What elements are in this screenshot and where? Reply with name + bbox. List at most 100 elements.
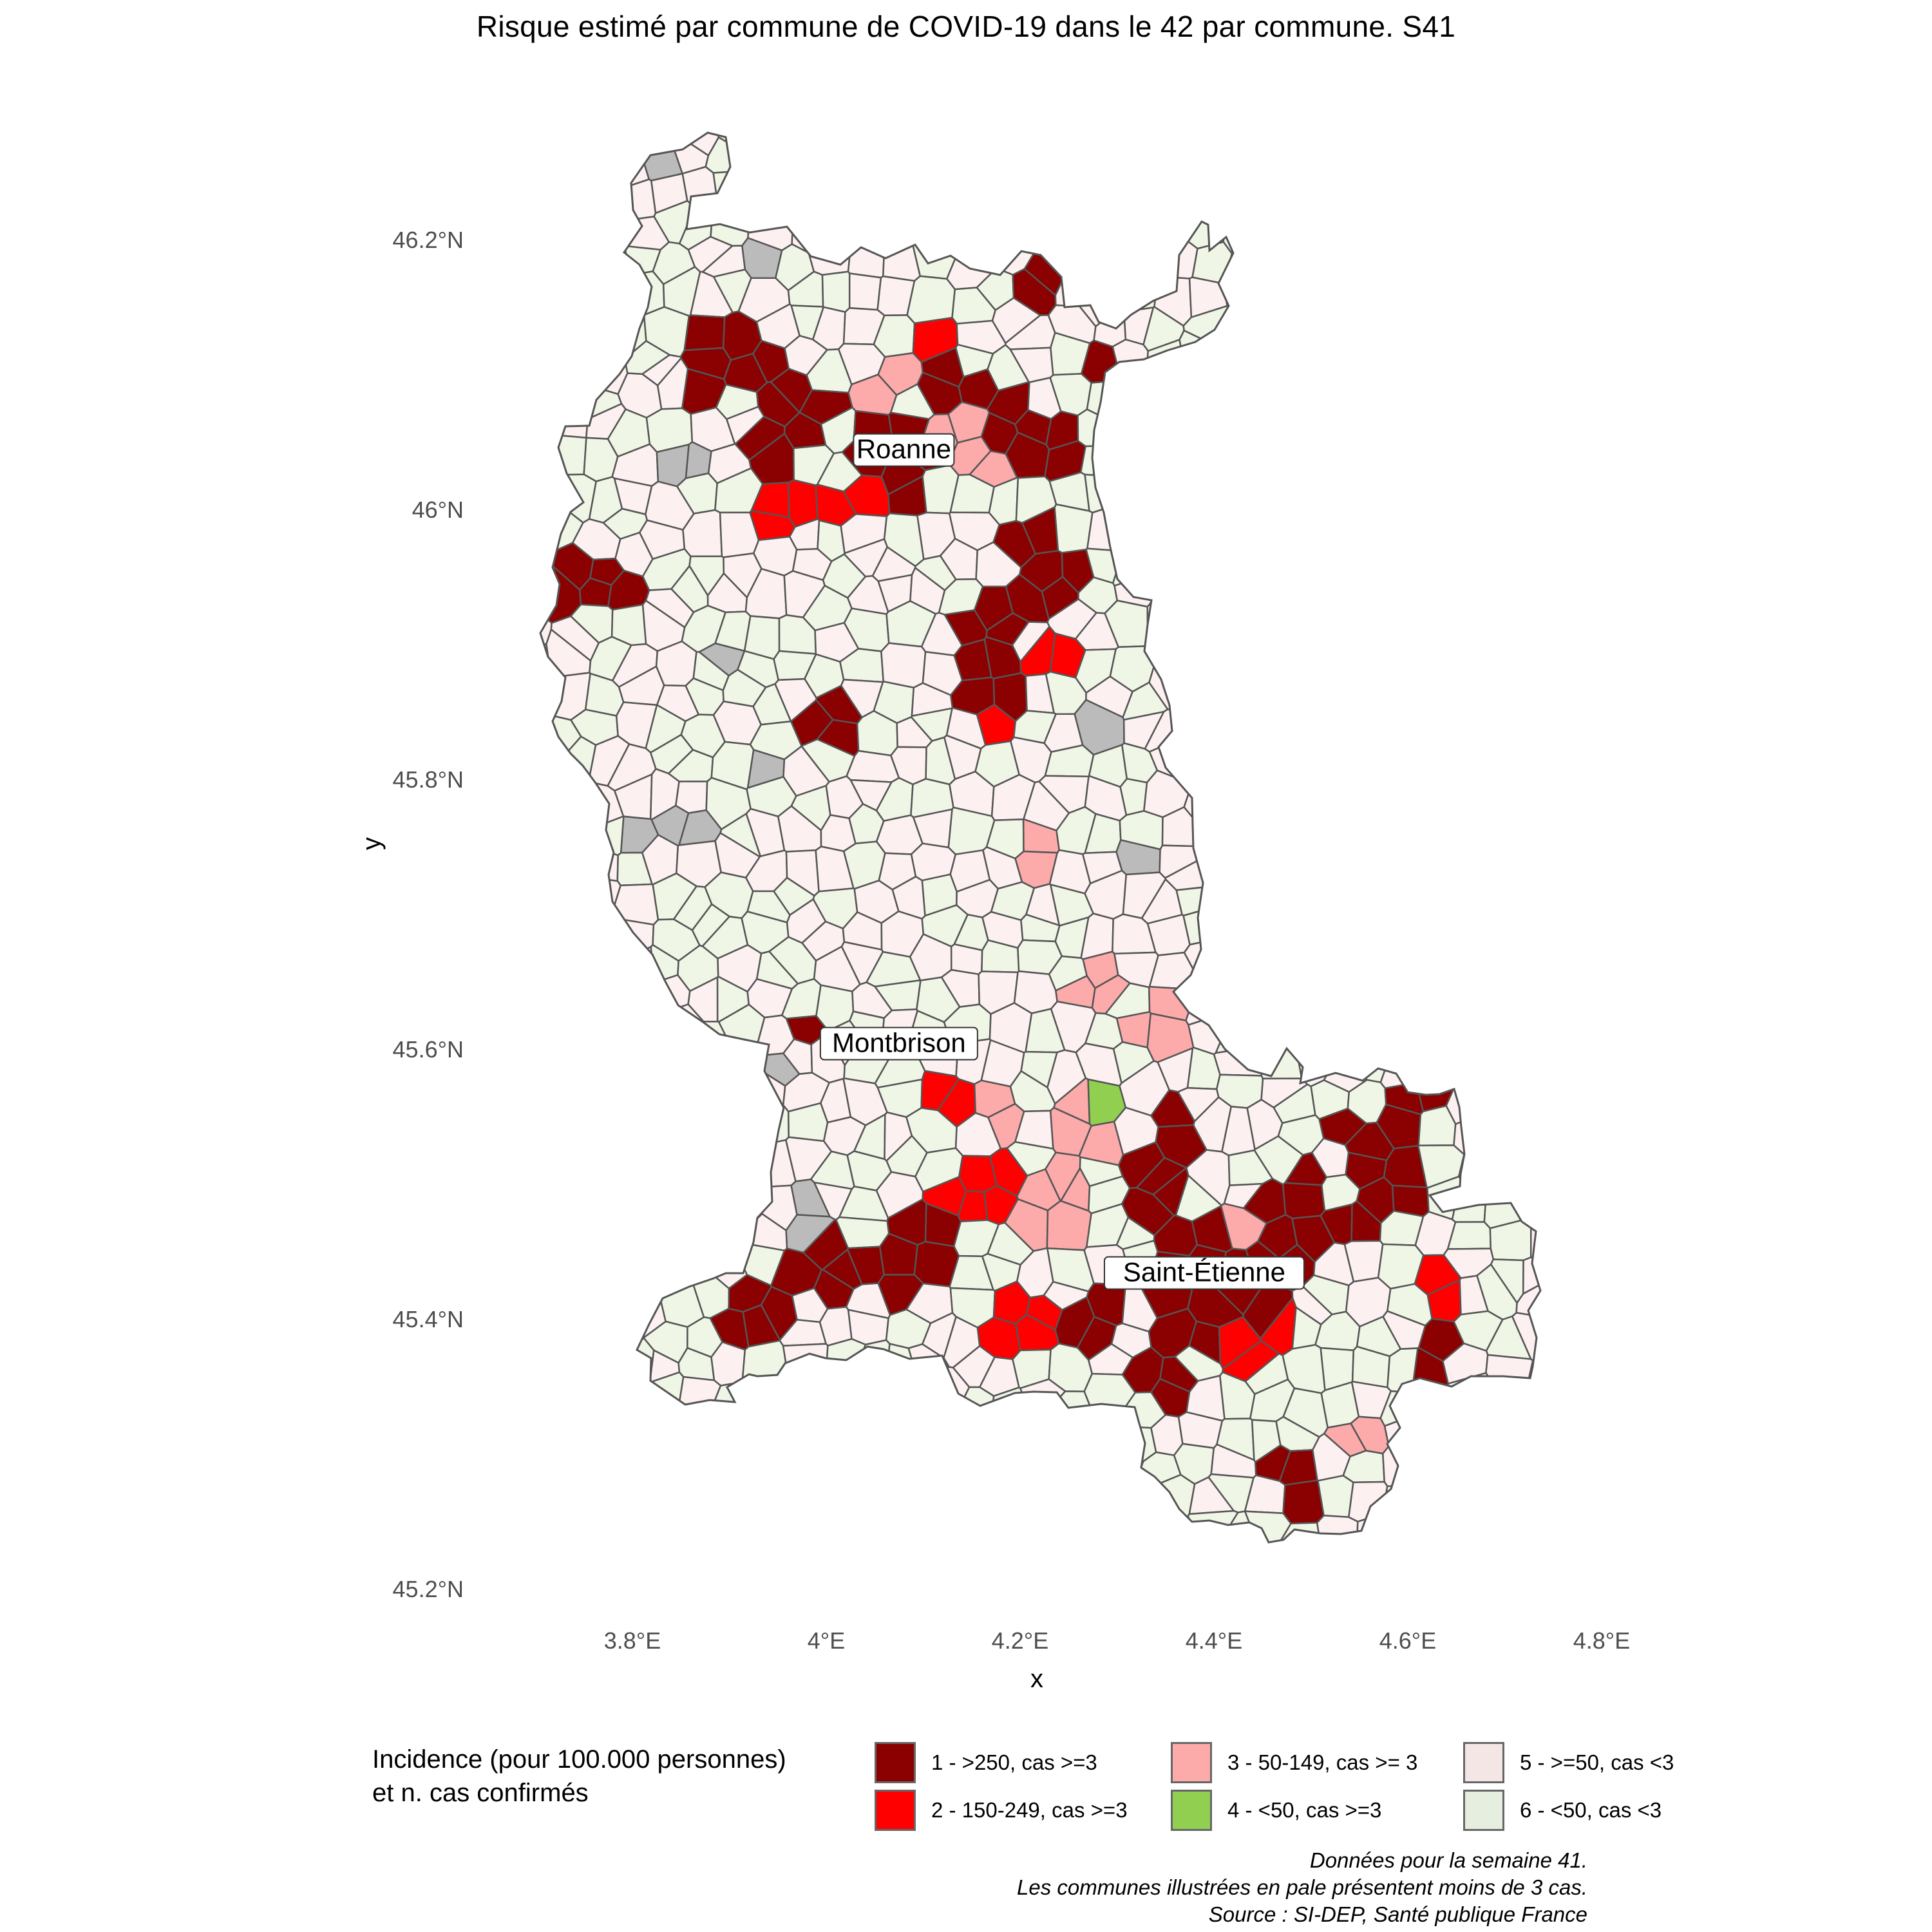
commune-polygon xyxy=(1176,513,1219,551)
commune-polygon xyxy=(618,1337,655,1387)
city-label: Roanne xyxy=(853,433,955,467)
commune-polygon xyxy=(1198,639,1236,685)
commune-polygon xyxy=(540,1179,545,1271)
commune-polygon xyxy=(1179,166,1225,210)
commune-polygon xyxy=(1324,302,1378,344)
commune-polygon xyxy=(1422,407,1468,457)
commune-polygon xyxy=(540,1304,554,1358)
commune-polygon xyxy=(1042,133,1085,170)
commune-polygon xyxy=(1293,437,1329,479)
city-label-text: Saint-Étienne xyxy=(1123,1257,1285,1287)
commune-polygon xyxy=(540,301,551,368)
commune-polygon xyxy=(1503,610,1540,658)
commune-polygon xyxy=(1240,133,1291,174)
commune-polygon xyxy=(1046,133,1089,152)
commune-polygon xyxy=(719,1188,763,1226)
commune-polygon xyxy=(1458,247,1496,287)
commune-polygon xyxy=(867,162,923,204)
commune-polygon xyxy=(1287,802,1343,844)
commune-polygon xyxy=(1293,174,1329,213)
commune-polygon xyxy=(1522,469,1540,525)
commune-polygon xyxy=(1425,1445,1468,1493)
commune-polygon xyxy=(885,137,932,184)
commune-polygon xyxy=(1481,1115,1525,1159)
commune-polygon xyxy=(540,1345,554,1381)
commune-polygon xyxy=(1449,650,1484,690)
commune-polygon xyxy=(1219,611,1264,656)
commune-polygon xyxy=(1479,723,1521,765)
commune-polygon xyxy=(1357,409,1399,449)
commune-polygon xyxy=(540,844,564,895)
commune-polygon xyxy=(1528,133,1540,163)
commune-polygon xyxy=(1446,1221,1492,1250)
commune-polygon xyxy=(871,1378,923,1423)
commune-polygon xyxy=(1416,539,1464,584)
commune-polygon xyxy=(584,1046,633,1094)
commune-polygon xyxy=(576,1203,618,1253)
commune-polygon xyxy=(543,829,592,882)
commune-polygon xyxy=(1517,1018,1540,1063)
commune-polygon xyxy=(1489,1219,1532,1262)
commune-polygon xyxy=(540,138,551,175)
commune-polygon xyxy=(540,1488,545,1542)
commune-polygon xyxy=(1340,544,1390,602)
commune-polygon xyxy=(1388,717,1429,753)
commune-polygon xyxy=(880,642,927,689)
commune-polygon xyxy=(1193,823,1229,869)
commune-polygon xyxy=(547,913,579,949)
commune-polygon xyxy=(1485,1354,1534,1392)
commune-polygon xyxy=(880,1401,931,1452)
commune-polygon xyxy=(552,1247,594,1283)
commune-polygon xyxy=(1482,1018,1520,1060)
commune-polygon xyxy=(1056,241,1099,281)
commune-polygon xyxy=(583,274,631,311)
x-tick-label: 4.4°E xyxy=(1186,1627,1242,1654)
commune-polygon xyxy=(1417,281,1448,327)
commune-polygon xyxy=(1242,1010,1285,1052)
commune-polygon xyxy=(614,1186,661,1232)
commune-polygon xyxy=(1520,1412,1540,1458)
commune-polygon xyxy=(808,235,852,276)
commune-polygon xyxy=(551,972,596,1018)
commune-polygon xyxy=(552,1181,594,1224)
commune-polygon xyxy=(1452,1046,1488,1086)
commune-polygon xyxy=(784,1435,829,1484)
commune-polygon xyxy=(540,1417,582,1459)
commune-polygon xyxy=(1283,1009,1329,1048)
commune-polygon xyxy=(540,475,558,507)
commune-polygon xyxy=(1455,448,1502,493)
commune-polygon xyxy=(1217,449,1257,486)
commune-polygon xyxy=(1359,871,1396,916)
commune-polygon xyxy=(1443,878,1493,919)
commune-polygon xyxy=(1345,213,1388,258)
commune-polygon xyxy=(683,314,726,352)
commune-polygon xyxy=(1482,749,1530,790)
commune-polygon xyxy=(1484,544,1529,584)
commune-polygon xyxy=(1488,133,1531,148)
commune-polygon xyxy=(1249,775,1289,808)
commune-polygon xyxy=(710,1515,756,1542)
commune-polygon xyxy=(1067,211,1121,252)
commune-polygon xyxy=(573,1007,613,1059)
commune-polygon xyxy=(1468,415,1514,464)
commune-polygon xyxy=(822,1484,858,1530)
commune-polygon xyxy=(1018,137,1057,178)
y-tick-label: 46°N xyxy=(412,497,464,523)
commune-polygon xyxy=(1185,983,1225,1027)
commune-polygon xyxy=(1454,950,1499,989)
commune-polygon xyxy=(540,169,563,220)
commune-polygon xyxy=(1318,645,1356,685)
commune-polygon xyxy=(1347,1481,1388,1523)
commune-polygon xyxy=(549,133,589,178)
commune-polygon xyxy=(1493,146,1533,185)
x-tick-label: 3.8°E xyxy=(604,1627,661,1654)
commune-polygon xyxy=(1446,804,1488,853)
commune-polygon xyxy=(1381,878,1423,927)
commune-polygon xyxy=(1340,679,1386,716)
commune-polygon xyxy=(1379,1047,1426,1090)
commune-polygon xyxy=(1048,200,1090,247)
commune-polygon xyxy=(1054,503,1094,554)
commune-polygon xyxy=(1420,133,1490,141)
commune-polygon xyxy=(1188,448,1227,486)
commune-polygon xyxy=(1081,1437,1114,1480)
